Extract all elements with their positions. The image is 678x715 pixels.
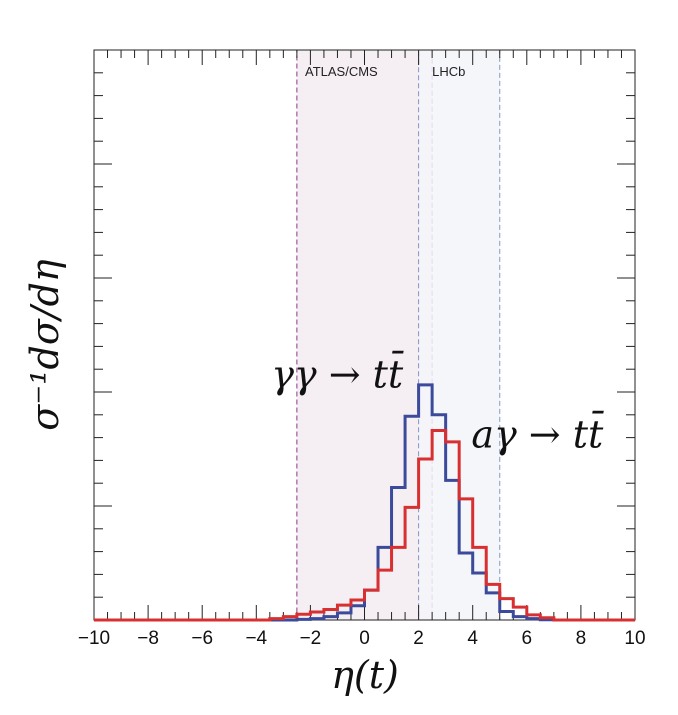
x-tick-label: 6 xyxy=(522,628,533,649)
x-tick-labels: −10 −8 −6 −4 −2 0 2 4 6 8 10 xyxy=(78,628,646,649)
x-tick-label: −2 xyxy=(300,628,322,649)
gamma-gamma-series xyxy=(94,383,635,622)
detector-regions: ATLAS/CMS LHCb xyxy=(296,49,501,621)
atlas-cms-region xyxy=(296,49,433,621)
a-gamma-annotation: aγ → tt̄ xyxy=(471,411,604,456)
y-axis-title: σ⁻¹dσ/dη xyxy=(23,259,67,431)
x-tick-label: −6 xyxy=(191,628,213,649)
x-tick-label: −8 xyxy=(137,628,159,649)
x-tick-label: 8 xyxy=(576,628,587,649)
x-tick-label: −4 xyxy=(245,628,267,649)
x-tick-label: 10 xyxy=(624,628,645,649)
x-tick-label: 0 xyxy=(359,628,370,649)
atlas-cms-label: ATLAS/CMS xyxy=(305,64,378,79)
x-tick-label: 2 xyxy=(413,628,424,649)
gamma-gamma-annotation: γγ → tt̄ xyxy=(271,351,404,396)
lhcb-label: LHCb xyxy=(432,64,465,79)
histogram-series xyxy=(94,383,635,622)
a-gamma-series xyxy=(94,428,635,622)
x-tick-label: 4 xyxy=(467,628,478,649)
x-axis-title: η(t) xyxy=(331,653,399,697)
x-tick-label: −10 xyxy=(78,628,110,649)
